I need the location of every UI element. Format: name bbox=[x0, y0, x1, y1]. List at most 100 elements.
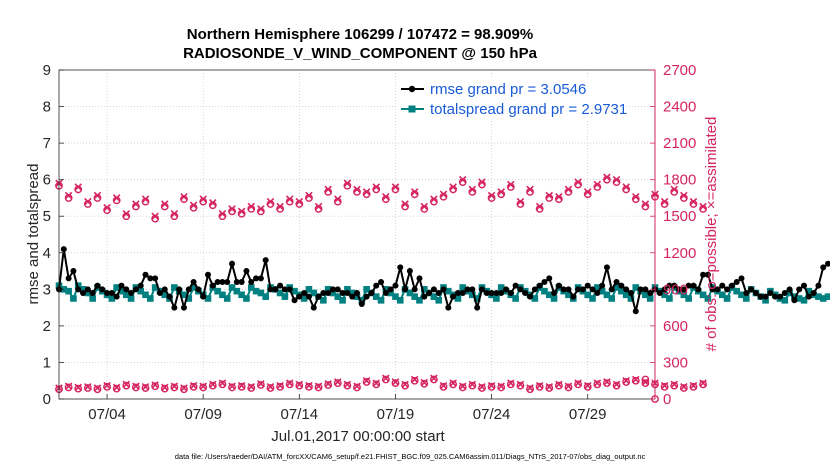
totalspread-marker bbox=[142, 291, 149, 299]
obs-possible-marker bbox=[526, 385, 534, 394]
obs-assimilated-marker bbox=[535, 202, 544, 211]
totalspread-marker bbox=[805, 287, 813, 295]
rmse-marker bbox=[195, 286, 202, 293]
obs-assimilated-marker bbox=[574, 379, 582, 387]
obs-possible-marker bbox=[603, 379, 611, 388]
totalspread-marker bbox=[420, 286, 428, 293]
rmse-marker bbox=[382, 289, 389, 296]
obs-assimilated-marker bbox=[391, 378, 400, 386]
obs-assimilated-marker bbox=[545, 191, 554, 200]
rmse-marker bbox=[378, 279, 385, 286]
obs-assimilated-marker bbox=[353, 185, 361, 194]
obs-assimilated-marker bbox=[555, 192, 563, 201]
rmse-marker bbox=[243, 268, 250, 275]
y-right-tick-label: 2700 bbox=[663, 62, 696, 79]
obs-possible-marker bbox=[122, 381, 131, 390]
rmse-marker bbox=[776, 293, 783, 300]
obs-possible-marker bbox=[266, 384, 275, 392]
obs-assimilated-marker bbox=[160, 200, 169, 208]
obs-possible-marker bbox=[333, 379, 342, 388]
rmse-marker bbox=[224, 279, 231, 286]
rmse-marker bbox=[594, 289, 601, 296]
totalspread-marker bbox=[704, 295, 712, 302]
obs-possible-marker bbox=[670, 381, 679, 390]
legend-box bbox=[398, 79, 605, 120]
obs-possible-marker bbox=[439, 382, 448, 391]
obs-assimilated-marker bbox=[612, 380, 621, 389]
rmse-marker bbox=[325, 289, 332, 296]
obs-assimilated-marker bbox=[276, 202, 284, 211]
obs-possible-marker bbox=[151, 382, 160, 391]
totalspread-marker bbox=[815, 293, 822, 300]
rmse-marker bbox=[161, 286, 168, 293]
rmse-marker bbox=[305, 293, 312, 300]
obs-possible-marker bbox=[612, 381, 621, 390]
obs-assimilated-marker bbox=[439, 190, 448, 199]
rmse-marker bbox=[719, 282, 726, 289]
obs-possible-marker bbox=[401, 381, 409, 390]
y-right-tick-label: 2100 bbox=[663, 135, 696, 152]
totalspread-marker bbox=[305, 286, 313, 293]
obs-possible-marker bbox=[622, 378, 631, 386]
rmse-marker bbox=[329, 286, 336, 293]
obs-assimilated-marker bbox=[622, 376, 630, 385]
obs-assimilated-marker bbox=[199, 195, 207, 203]
obs-assimilated-marker bbox=[334, 195, 342, 203]
obs-assimilated-marker bbox=[439, 381, 448, 390]
obs-assimilated-marker bbox=[555, 380, 563, 389]
y-right-tick-label: 900 bbox=[663, 281, 688, 298]
obs-assimilated-marker bbox=[199, 382, 207, 390]
x-tick-label: 07/14 bbox=[281, 406, 319, 423]
obs-possible-marker bbox=[699, 380, 707, 389]
rmse-marker bbox=[724, 286, 731, 293]
obs-possible-marker bbox=[189, 382, 198, 391]
obs-assimilated-marker bbox=[189, 201, 198, 210]
rmse-marker bbox=[176, 286, 183, 293]
totalspread-marker bbox=[113, 284, 120, 291]
obs-assimilated-marker bbox=[593, 180, 602, 189]
rmse-marker bbox=[238, 279, 245, 286]
totalspread-marker bbox=[718, 291, 726, 299]
totalspread-marker bbox=[733, 287, 741, 295]
obs-possible-marker bbox=[410, 376, 419, 385]
rmse-marker bbox=[762, 293, 769, 300]
rmse-marker bbox=[128, 289, 135, 296]
obs-possible-marker bbox=[141, 384, 150, 392]
rmse-marker bbox=[695, 286, 702, 293]
rmse-marker bbox=[123, 286, 130, 293]
totalspread-marker bbox=[262, 293, 269, 300]
totalspread-marker bbox=[497, 284, 505, 291]
rmse-marker bbox=[180, 304, 187, 311]
rmse-marker bbox=[671, 282, 678, 289]
obs-assimilated-marker bbox=[420, 378, 429, 387]
rmse-marker bbox=[416, 275, 423, 282]
obs-assimilated-marker bbox=[228, 205, 236, 213]
obs-assimilated-marker bbox=[583, 188, 592, 196]
obs-assimilated-marker bbox=[343, 380, 352, 389]
rmse-marker bbox=[551, 289, 558, 296]
totalspread-marker bbox=[243, 295, 250, 302]
rmse-marker bbox=[483, 289, 490, 296]
obs-assimilated-marker bbox=[276, 381, 284, 390]
obs-assimilated-marker bbox=[228, 382, 236, 390]
obs-assimilated-marker bbox=[449, 183, 457, 191]
obs-assimilated-marker bbox=[84, 197, 92, 206]
obs-possible-marker bbox=[314, 383, 323, 392]
rmse-marker bbox=[685, 282, 692, 289]
y-right-tick-label: 0 bbox=[663, 391, 671, 408]
obs-assimilated-marker bbox=[574, 178, 582, 186]
obs-assimilated-marker bbox=[603, 173, 611, 181]
totalspread-marker bbox=[406, 289, 414, 297]
obs-assimilated-marker bbox=[180, 192, 188, 201]
rmse-marker bbox=[113, 293, 120, 300]
rmse-marker bbox=[75, 286, 82, 293]
rmse-marker bbox=[498, 289, 505, 296]
obs-assimilated-marker bbox=[285, 195, 294, 203]
obs-assimilated-marker bbox=[641, 200, 650, 208]
totalspread-marker bbox=[127, 295, 135, 302]
legend-rmse-label: rmse grand pr = 3.0546 bbox=[430, 81, 586, 98]
obs-possible-marker bbox=[199, 383, 208, 392]
obs-assimilated-marker bbox=[507, 180, 515, 189]
obs-possible-marker bbox=[535, 382, 544, 391]
totalspread-marker bbox=[512, 295, 519, 302]
